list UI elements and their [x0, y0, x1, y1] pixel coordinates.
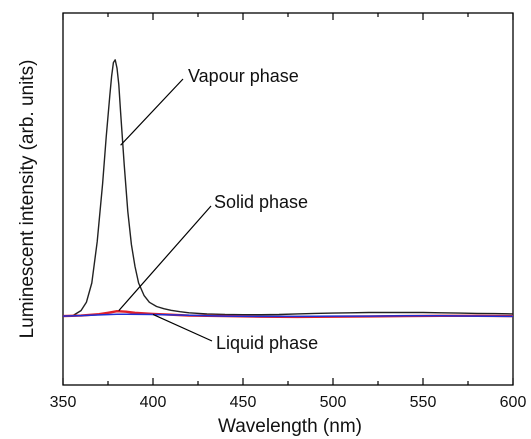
x-tick-labels: 350 400 450 500 550 600 — [50, 394, 527, 411]
annotation-leader-line — [120, 78, 184, 146]
annotation-leader-line — [118, 205, 212, 311]
series-layer — [62, 59, 514, 319]
x-tick-label: 500 — [320, 394, 347, 411]
x-tick-label: 400 — [140, 394, 167, 411]
y-axis-label: Luminescent intensity (arb. units) — [17, 60, 38, 339]
annotation-leader-line — [152, 313, 213, 342]
annotation-vapour: Vapour phase — [188, 66, 299, 86]
x-tick-label: 550 — [410, 394, 437, 411]
axis-ticks — [62, 13, 514, 385]
series-line-liquid — [62, 313, 514, 318]
x-tick-label: 600 — [500, 394, 527, 411]
x-tick-label: 350 — [50, 394, 77, 411]
x-axis-label: Wavelength (nm) — [218, 416, 362, 437]
annotation-liquid: Liquid phase — [216, 333, 318, 353]
annotation-solid: Solid phase — [214, 192, 308, 212]
annotations-layer: Vapour phase Solid phase Liquid phase — [118, 66, 318, 353]
x-tick-label: 450 — [230, 394, 257, 411]
series-line-vapour — [63, 59, 514, 317]
